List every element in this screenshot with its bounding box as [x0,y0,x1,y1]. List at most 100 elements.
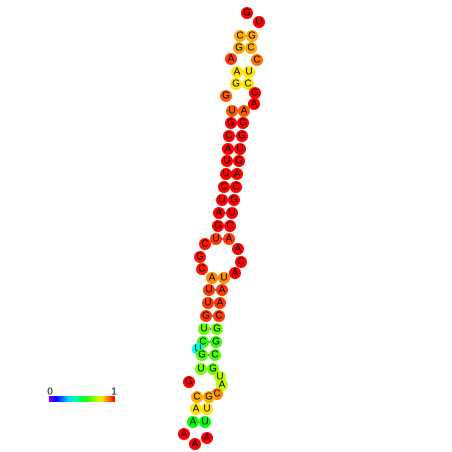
nucleotide [230,181,242,193]
nucleotide-label: A [216,208,223,219]
nucleotide [221,155,233,167]
nucleotide-label: C [225,131,232,142]
nucleotide-label: A [190,417,197,428]
nucleotide [189,438,201,450]
nucleotide [203,391,215,403]
nucleotide [222,143,234,155]
nucleotide [233,42,245,54]
nucleotide [210,233,222,245]
nucleotide-label: C [193,392,200,403]
nucleotide [178,428,190,440]
nucleotide-label: A [181,429,188,440]
nucleotide-label: G [239,118,247,129]
nucleotide [225,53,237,65]
nucleotide [218,181,230,193]
nucleotide-label: G [198,350,206,361]
nucleotide-label: A [234,67,241,78]
nucleotide-label: U [220,273,227,284]
nucleotide [230,78,242,90]
nucleotide [226,207,238,219]
nucleotide [223,130,235,142]
nucleotide [248,98,260,110]
nucleotide [207,363,219,375]
nucleotide-label: G [235,156,243,167]
nucleotide-label: G [251,88,259,99]
nucleotide [220,90,232,102]
nucleotide [241,7,253,19]
nucleotide [183,376,195,388]
nucleotide [234,143,246,155]
nucleotide-label: U [236,144,243,155]
nucleotide-label: A [217,298,224,309]
nucleotide [201,432,213,444]
nucleotide [211,323,223,335]
nucleotide [226,105,238,117]
nucleotide-label: G [205,392,213,403]
nucleotide-label: G [230,195,238,206]
nucleotide [212,220,224,232]
nucleotide [225,117,237,129]
nucleotide-label: A [219,380,226,391]
nucleotide-label: C [199,337,206,348]
nucleotide [216,379,228,391]
nucleotide-label: U [223,156,230,167]
nucleotide-label: C [244,79,251,90]
nucleotide-label: U [222,169,229,180]
nucleotide [242,78,254,90]
nucleotide-label: A [241,106,248,117]
nucleotide-label: U [200,324,207,335]
nucleotide-label: A [232,268,239,279]
nucleotide-label: C [226,221,233,232]
nucleotide-label: C [237,257,244,268]
nucleotide [209,349,221,361]
nucleotide-label: U [228,106,235,117]
nucleotide [253,16,265,28]
nucleotide-label: A [235,244,242,255]
nucleotide-label: A [251,99,258,110]
nucleotide [245,42,257,54]
nucleotide-label: G [232,79,240,90]
nucleotide-label: G [196,252,204,263]
legend-max: 1 [111,387,117,398]
nucleotide-label: U [201,417,208,428]
nucleotide-label: A [234,169,241,180]
nucleotide [203,284,215,296]
nucleotide-label: C [201,239,208,250]
nucleotide [249,87,261,99]
nucleotide [200,310,212,322]
nucleotide [202,297,214,309]
nucleotide [236,130,248,142]
nucleotide [233,155,245,167]
nucleotide-label: A [225,144,232,155]
nucleotide-label: G [202,311,210,322]
nucleotide [196,349,208,361]
nucleotide-label: C [213,389,220,400]
nucleotide [216,194,228,206]
nucleotide [216,284,228,296]
nucleotide-label: C [211,350,218,361]
nucleotide-label: C [247,43,254,54]
nucleotide [232,243,244,255]
nucleotide-label: C [236,31,243,42]
nucleotide [251,54,263,66]
nucleotide-label: U [205,285,212,296]
nucleotide-label: A [193,404,200,415]
nucleotide [218,272,230,284]
nucleotide-label: A [209,273,216,284]
nucleotide-label: A [204,433,211,444]
nucleotide [190,403,202,415]
color-scale [49,396,115,402]
nucleotide [231,168,243,180]
nucleotide-label: A [219,285,226,296]
nucleotide [235,256,247,268]
nucleotide-label: G [209,364,217,375]
nucleotide [199,416,211,428]
nucleotide-label: C [220,182,227,193]
nucleotide-label: G [214,221,222,232]
nucleotide-label: G [185,377,193,388]
nucleotide-label: C [215,311,222,322]
legend-min: 0 [47,387,53,398]
nucleotide [224,220,236,232]
nucleotide-label: A [226,234,233,245]
